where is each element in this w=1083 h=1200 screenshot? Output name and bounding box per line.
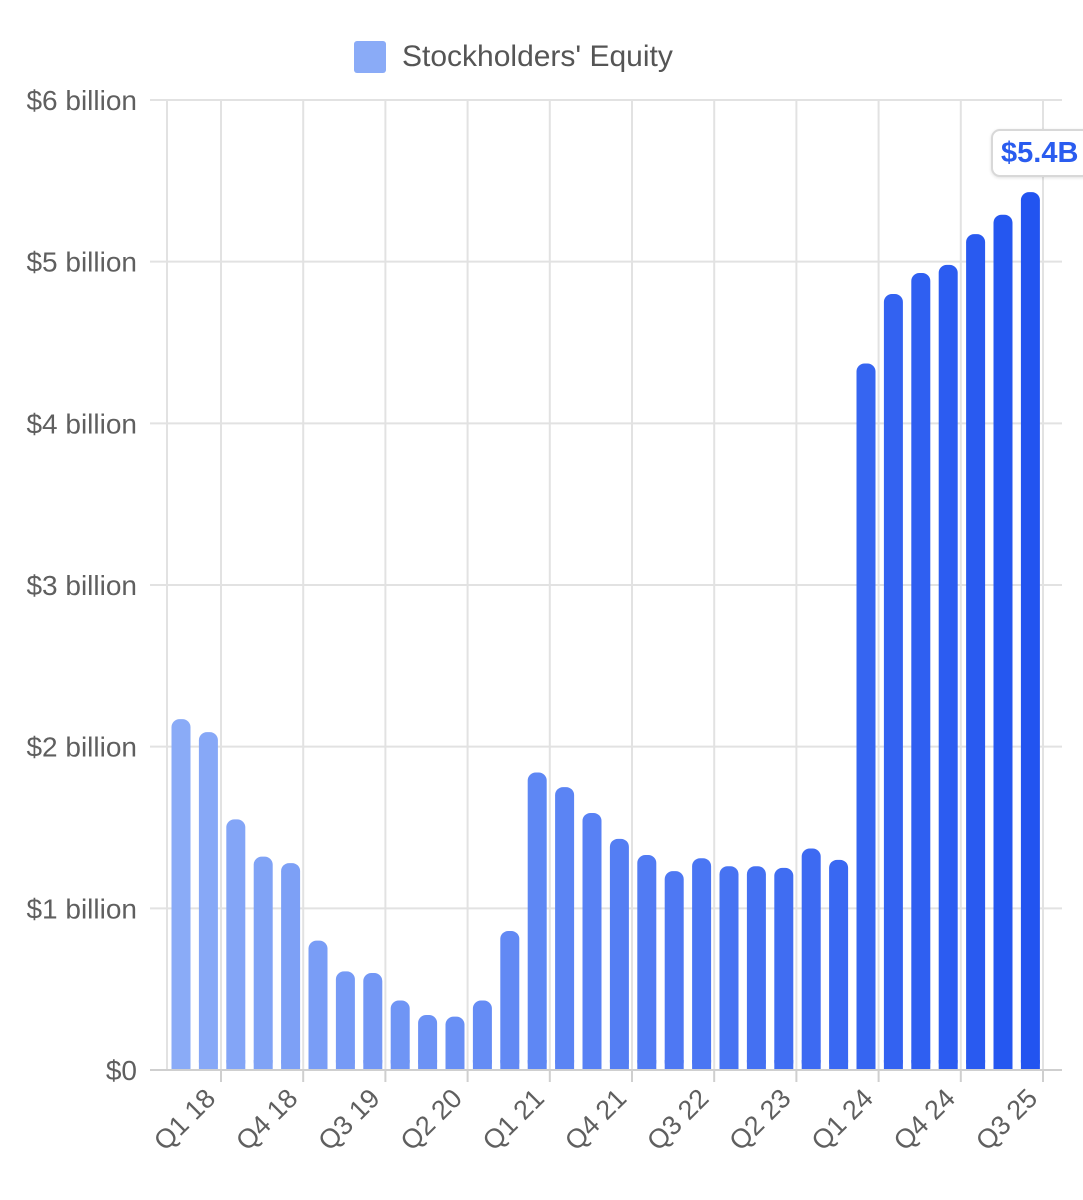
bar-q3-22 xyxy=(664,871,684,1070)
bar-q3-25 xyxy=(993,214,1013,1071)
y-tick-label: $3 billion xyxy=(26,570,137,601)
bar-base-q3-19 xyxy=(335,1060,355,1070)
bar-base-q4-20 xyxy=(472,1060,492,1070)
bar-q3-23 xyxy=(774,867,794,1070)
x-tick-label: Q4 21 xyxy=(559,1083,632,1156)
bar-q3-18 xyxy=(226,819,246,1070)
y-tick-label: $2 billion xyxy=(26,732,137,763)
latest-value-callout: $5.4B xyxy=(991,129,1083,177)
bar-base-q2-21 xyxy=(527,1060,547,1070)
bar-base-q4-21 xyxy=(582,1060,602,1070)
bar-base-q2-20 xyxy=(418,1060,438,1070)
bar-base-q4-24 xyxy=(911,1060,931,1070)
bar-base-q4-18 xyxy=(253,1060,273,1070)
bar-q3-21 xyxy=(555,787,575,1070)
bar-q1-24 xyxy=(829,859,849,1070)
bar-base-q1-25 xyxy=(938,1060,958,1070)
bar-base-q4-25 xyxy=(1020,1060,1040,1070)
bar-q4-24 xyxy=(911,272,931,1070)
bar-q1-22 xyxy=(609,838,629,1070)
x-tick-label: Q3 22 xyxy=(641,1083,714,1156)
bar-base-q1-20 xyxy=(390,1060,410,1070)
x-tick-label: Q3 25 xyxy=(970,1083,1043,1156)
bar-base-q3-22 xyxy=(664,1060,684,1070)
bar-base-q3-23 xyxy=(774,1060,794,1070)
bar-q2-25 xyxy=(966,234,986,1070)
bar-q4-25 xyxy=(1020,192,1040,1070)
bar-base-q2-19 xyxy=(308,1060,328,1070)
bar-q4-19 xyxy=(363,973,383,1070)
bar-base-q2-22 xyxy=(637,1060,657,1070)
bar-base-q3-21 xyxy=(555,1060,575,1070)
legend-swatch[interactable] xyxy=(354,41,386,73)
bar-base-q2-23 xyxy=(746,1060,766,1070)
x-tick-label: Q2 20 xyxy=(395,1083,468,1156)
bar-base-q2-18 xyxy=(198,1060,218,1070)
bar-q2-24 xyxy=(856,363,876,1070)
grid-layer xyxy=(150,99,1062,1071)
x-tick-label: Q3 19 xyxy=(312,1083,385,1156)
bar-q3-19 xyxy=(335,971,355,1070)
bar-q4-20 xyxy=(472,1000,492,1070)
y-tick-label: $1 billion xyxy=(26,893,137,924)
bar-q2-18 xyxy=(198,732,218,1070)
bar-base-q1-19 xyxy=(281,1060,301,1070)
bar-q1-21 xyxy=(500,930,520,1070)
bar-q4-18 xyxy=(253,856,273,1070)
bar-base-q3-25 xyxy=(993,1060,1013,1070)
bar-q1-25 xyxy=(938,264,958,1070)
bar-base-q3-18 xyxy=(226,1060,246,1070)
bar-base-q4-23 xyxy=(801,1060,821,1070)
bar-base-q1-23 xyxy=(719,1060,739,1070)
y-tick-label: $5 billion xyxy=(26,247,137,278)
bar-base-q1-22 xyxy=(609,1060,629,1070)
bar-base-q3-20 xyxy=(445,1060,465,1070)
bar-base-q1-18 xyxy=(171,1060,191,1070)
bar-q2-22 xyxy=(637,854,657,1070)
bar-q1-23 xyxy=(719,866,739,1070)
x-tick-label: Q1 24 xyxy=(806,1083,879,1156)
bar-q4-21 xyxy=(582,812,602,1070)
bar-q3-24 xyxy=(883,294,903,1070)
x-tick-label: Q1 18 xyxy=(148,1083,221,1156)
bar-base-q1-24 xyxy=(829,1060,849,1070)
bar-q2-23 xyxy=(746,866,766,1070)
bar-q1-18 xyxy=(171,719,191,1070)
y-tick-label: $4 billion xyxy=(26,408,137,439)
bar-base-q2-25 xyxy=(966,1060,986,1070)
bar-q2-21 xyxy=(527,772,547,1070)
x-tick-label: Q1 21 xyxy=(477,1083,550,1156)
bar-base-q2-24 xyxy=(856,1060,876,1070)
legend-label[interactable]: Stockholders' Equity xyxy=(402,40,673,73)
bar-q4-23 xyxy=(801,848,821,1070)
bar-q2-20 xyxy=(418,1015,438,1070)
x-tick-label: Q2 23 xyxy=(723,1083,796,1156)
bar-base-q4-19 xyxy=(363,1060,383,1070)
bar-layer xyxy=(171,192,1040,1071)
y-tick-label: $0 xyxy=(106,1055,137,1086)
bar-q3-20 xyxy=(445,1016,465,1070)
bar-q1-20 xyxy=(390,1000,410,1070)
bar-q4-22 xyxy=(692,858,712,1070)
bar-q1-19 xyxy=(281,863,301,1070)
bar-base-q3-24 xyxy=(883,1060,903,1070)
x-tick-label: Q4 24 xyxy=(888,1083,961,1156)
x-tick-label: Q4 18 xyxy=(230,1083,303,1156)
bar-base-q4-22 xyxy=(692,1060,712,1070)
bar-q2-19 xyxy=(308,940,328,1070)
y-tick-label: $6 billion xyxy=(26,85,137,116)
bar-base-q1-21 xyxy=(500,1060,520,1070)
